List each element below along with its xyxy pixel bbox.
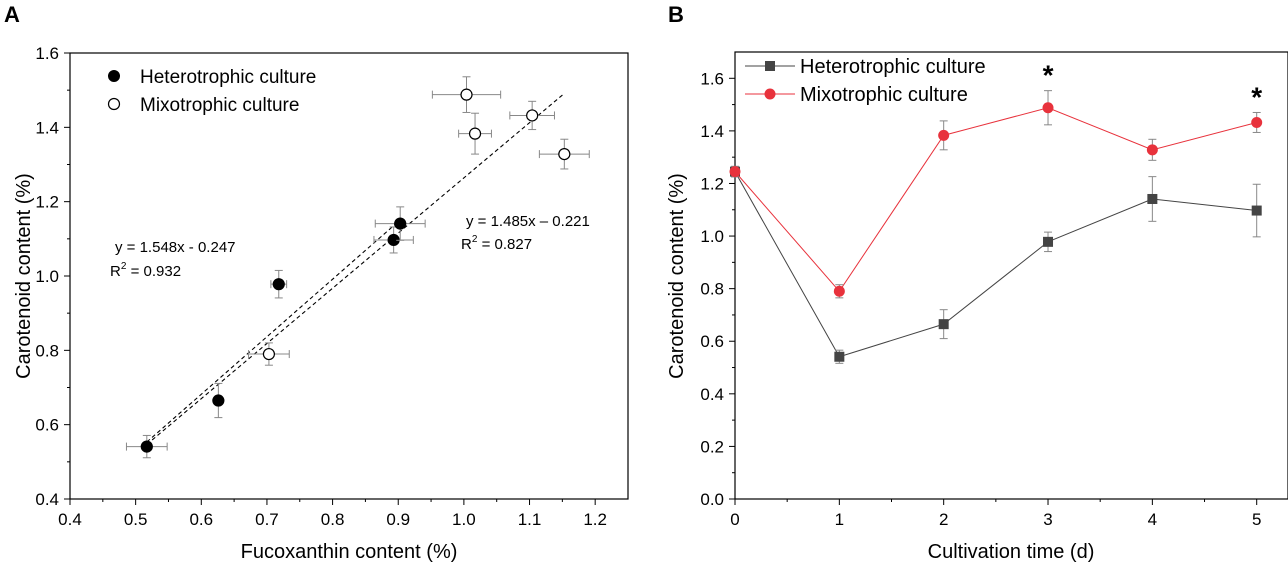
- significance-star: *: [1043, 60, 1054, 91]
- x-tick-label: 0.5: [124, 510, 148, 529]
- y-tick-label: 1.4: [35, 118, 59, 137]
- panel-a: A 0.4 0.5 0.6 0.7 0.8 0.9 1.0 1.1 1.2 0.4 0.6 0.8 1.…: [4, 2, 629, 563]
- x-tick-label: 1: [835, 510, 844, 529]
- y-tick-label: 0.2: [700, 437, 724, 456]
- panel-b: B 0 1 2 3 4 50.00.20.40.60.81.01.21.41.6 ** H…: [666, 2, 1288, 563]
- x-tick-label: 5: [1252, 510, 1261, 529]
- x-tick-label: 3: [1043, 510, 1052, 529]
- legend-mix-marker: [107, 97, 121, 111]
- heterotrophic-point: [1251, 205, 1262, 216]
- heterotrophic-point: [272, 278, 285, 291]
- panel-b-x-axis-title: Cultivation time (d): [928, 541, 1095, 563]
- significance-star: *: [1251, 81, 1262, 112]
- heterotrophic-point: [394, 217, 407, 230]
- y-tick-label: 0.0: [700, 490, 724, 509]
- heterotrophic-point: [834, 351, 845, 362]
- y-tick-label: 0.8: [700, 280, 724, 299]
- x-tick-label: 1.1: [518, 510, 542, 529]
- legend-b-mix-marker: [764, 88, 776, 100]
- y-tick-label: 1.2: [35, 193, 59, 212]
- het-fit-equation: y = 1.548x - 0.247: [115, 239, 236, 256]
- data-point: [270, 269, 288, 299]
- x-tick-label: 0.7: [255, 510, 279, 529]
- x-tick-label: 0.6: [189, 510, 213, 529]
- data-point: [212, 382, 225, 419]
- fit-line: [146, 93, 565, 445]
- x-tick-label: 1.2: [583, 510, 607, 529]
- x-tick-label: 4: [1148, 510, 1157, 529]
- x-tick-label: 0.9: [386, 510, 410, 529]
- y-tick-label: 0.8: [35, 341, 59, 360]
- y-tick-label: 1.0: [35, 267, 59, 286]
- legend-het-marker: [108, 70, 120, 82]
- y-tick-label: 1.2: [700, 174, 724, 193]
- legend-b-het-label: Heterotrophic culture: [800, 56, 986, 78]
- panel-b-legend: Heterotrophic culture Mixotrophic cultur…: [745, 56, 986, 106]
- legend-b-het-marker: [765, 61, 775, 71]
- panel-b-series: [729, 90, 1263, 364]
- mixotrophic-series: [729, 90, 1263, 299]
- x-tick-label: 0.8: [321, 510, 345, 529]
- mixotrophic-point: [938, 129, 950, 141]
- x-tick-label: 1.0: [452, 510, 476, 529]
- panel-b-y-axis-title: Carotenoid content (%): [666, 173, 688, 379]
- heterotrophic-point: [938, 319, 949, 330]
- heterotrophic-series: [730, 165, 1262, 364]
- y-tick-label: 1.4: [700, 122, 724, 141]
- mixotrophic-point: [460, 88, 473, 101]
- mix-fit-equation: y = 1.485x – 0.221: [466, 213, 590, 230]
- data-point: [373, 226, 414, 254]
- panel-a-x-axis-title: Fucoxanthin content (%): [241, 541, 458, 563]
- data-point: [431, 76, 502, 113]
- heterotrophic-point: [1043, 236, 1054, 247]
- y-tick-label: 0.6: [35, 416, 59, 435]
- mixotrophic-point: [558, 147, 571, 161]
- panel-a-fit-lines: [146, 93, 565, 445]
- mixotrophic-point: [526, 109, 539, 122]
- series-line: [734, 107, 1257, 293]
- x-tick-label: 2: [939, 510, 948, 529]
- mixotrophic-point: [1251, 116, 1263, 128]
- mixotrophic-point: [262, 347, 276, 361]
- mixotrophic-point: [729, 166, 741, 178]
- y-tick-label: 1.6: [700, 69, 724, 88]
- heterotrophic-point: [140, 440, 153, 453]
- panel-a-y-axis-title: Carotenoid content (%): [13, 173, 35, 379]
- mixotrophic-point: [1042, 102, 1054, 114]
- mixotrophic-point: [1146, 144, 1158, 156]
- data-point: [538, 138, 590, 170]
- x-tick-label: 0: [730, 510, 739, 529]
- mix-fit-r2: R2 = 0.827: [461, 234, 532, 253]
- het-fit-r2: R2 = 0.932: [110, 261, 181, 280]
- legend-het-label: Heterotrophic culture: [140, 67, 316, 88]
- data-point: [125, 434, 168, 459]
- mixotrophic-point: [833, 285, 845, 297]
- y-tick-label: 0.6: [700, 332, 724, 351]
- x-tick-label: 0.4: [58, 510, 82, 529]
- data-point: [248, 342, 290, 366]
- y-tick-label: 1.0: [700, 227, 724, 246]
- panel-a-legend: Heterotrophic culture Mixotrophic cultur…: [107, 67, 316, 116]
- panel-b-ticks: 0 1 2 3 4 5 0.0 0.2 0.4 0.6 0.8 1.0 1.2 1.4 1.6: [700, 69, 1261, 529]
- panel-a-label: A: [4, 2, 20, 27]
- panel-b-frame: [734, 51, 1288, 500]
- y-tick-label: 0.4: [700, 385, 724, 404]
- y-tick-label: 1.6: [35, 44, 59, 63]
- mixotrophic-point: [468, 127, 482, 140]
- data-point: [458, 112, 492, 155]
- series-line: [734, 171, 1257, 358]
- data-point: [374, 206, 426, 241]
- heterotrophic-point: [1147, 193, 1158, 204]
- panel-b-label: B: [668, 2, 684, 27]
- fit-line: [146, 219, 401, 443]
- panel-b-significance: **: [1043, 60, 1263, 113]
- heterotrophic-point: [212, 394, 225, 407]
- y-tick-label: 0.4: [35, 490, 59, 509]
- legend-mix-label: Mixotrophic culture: [140, 95, 299, 116]
- panel-a-ticks: 0.4 0.5 0.6 0.7 0.8 0.9 1.0 1.1 1.2 0.4 0.6 0.8 1.0 1…: [35, 44, 607, 529]
- panel-a-points: [125, 76, 590, 459]
- legend-b-mix-label: Mixotrophic culture: [800, 84, 968, 106]
- data-point: [509, 100, 555, 131]
